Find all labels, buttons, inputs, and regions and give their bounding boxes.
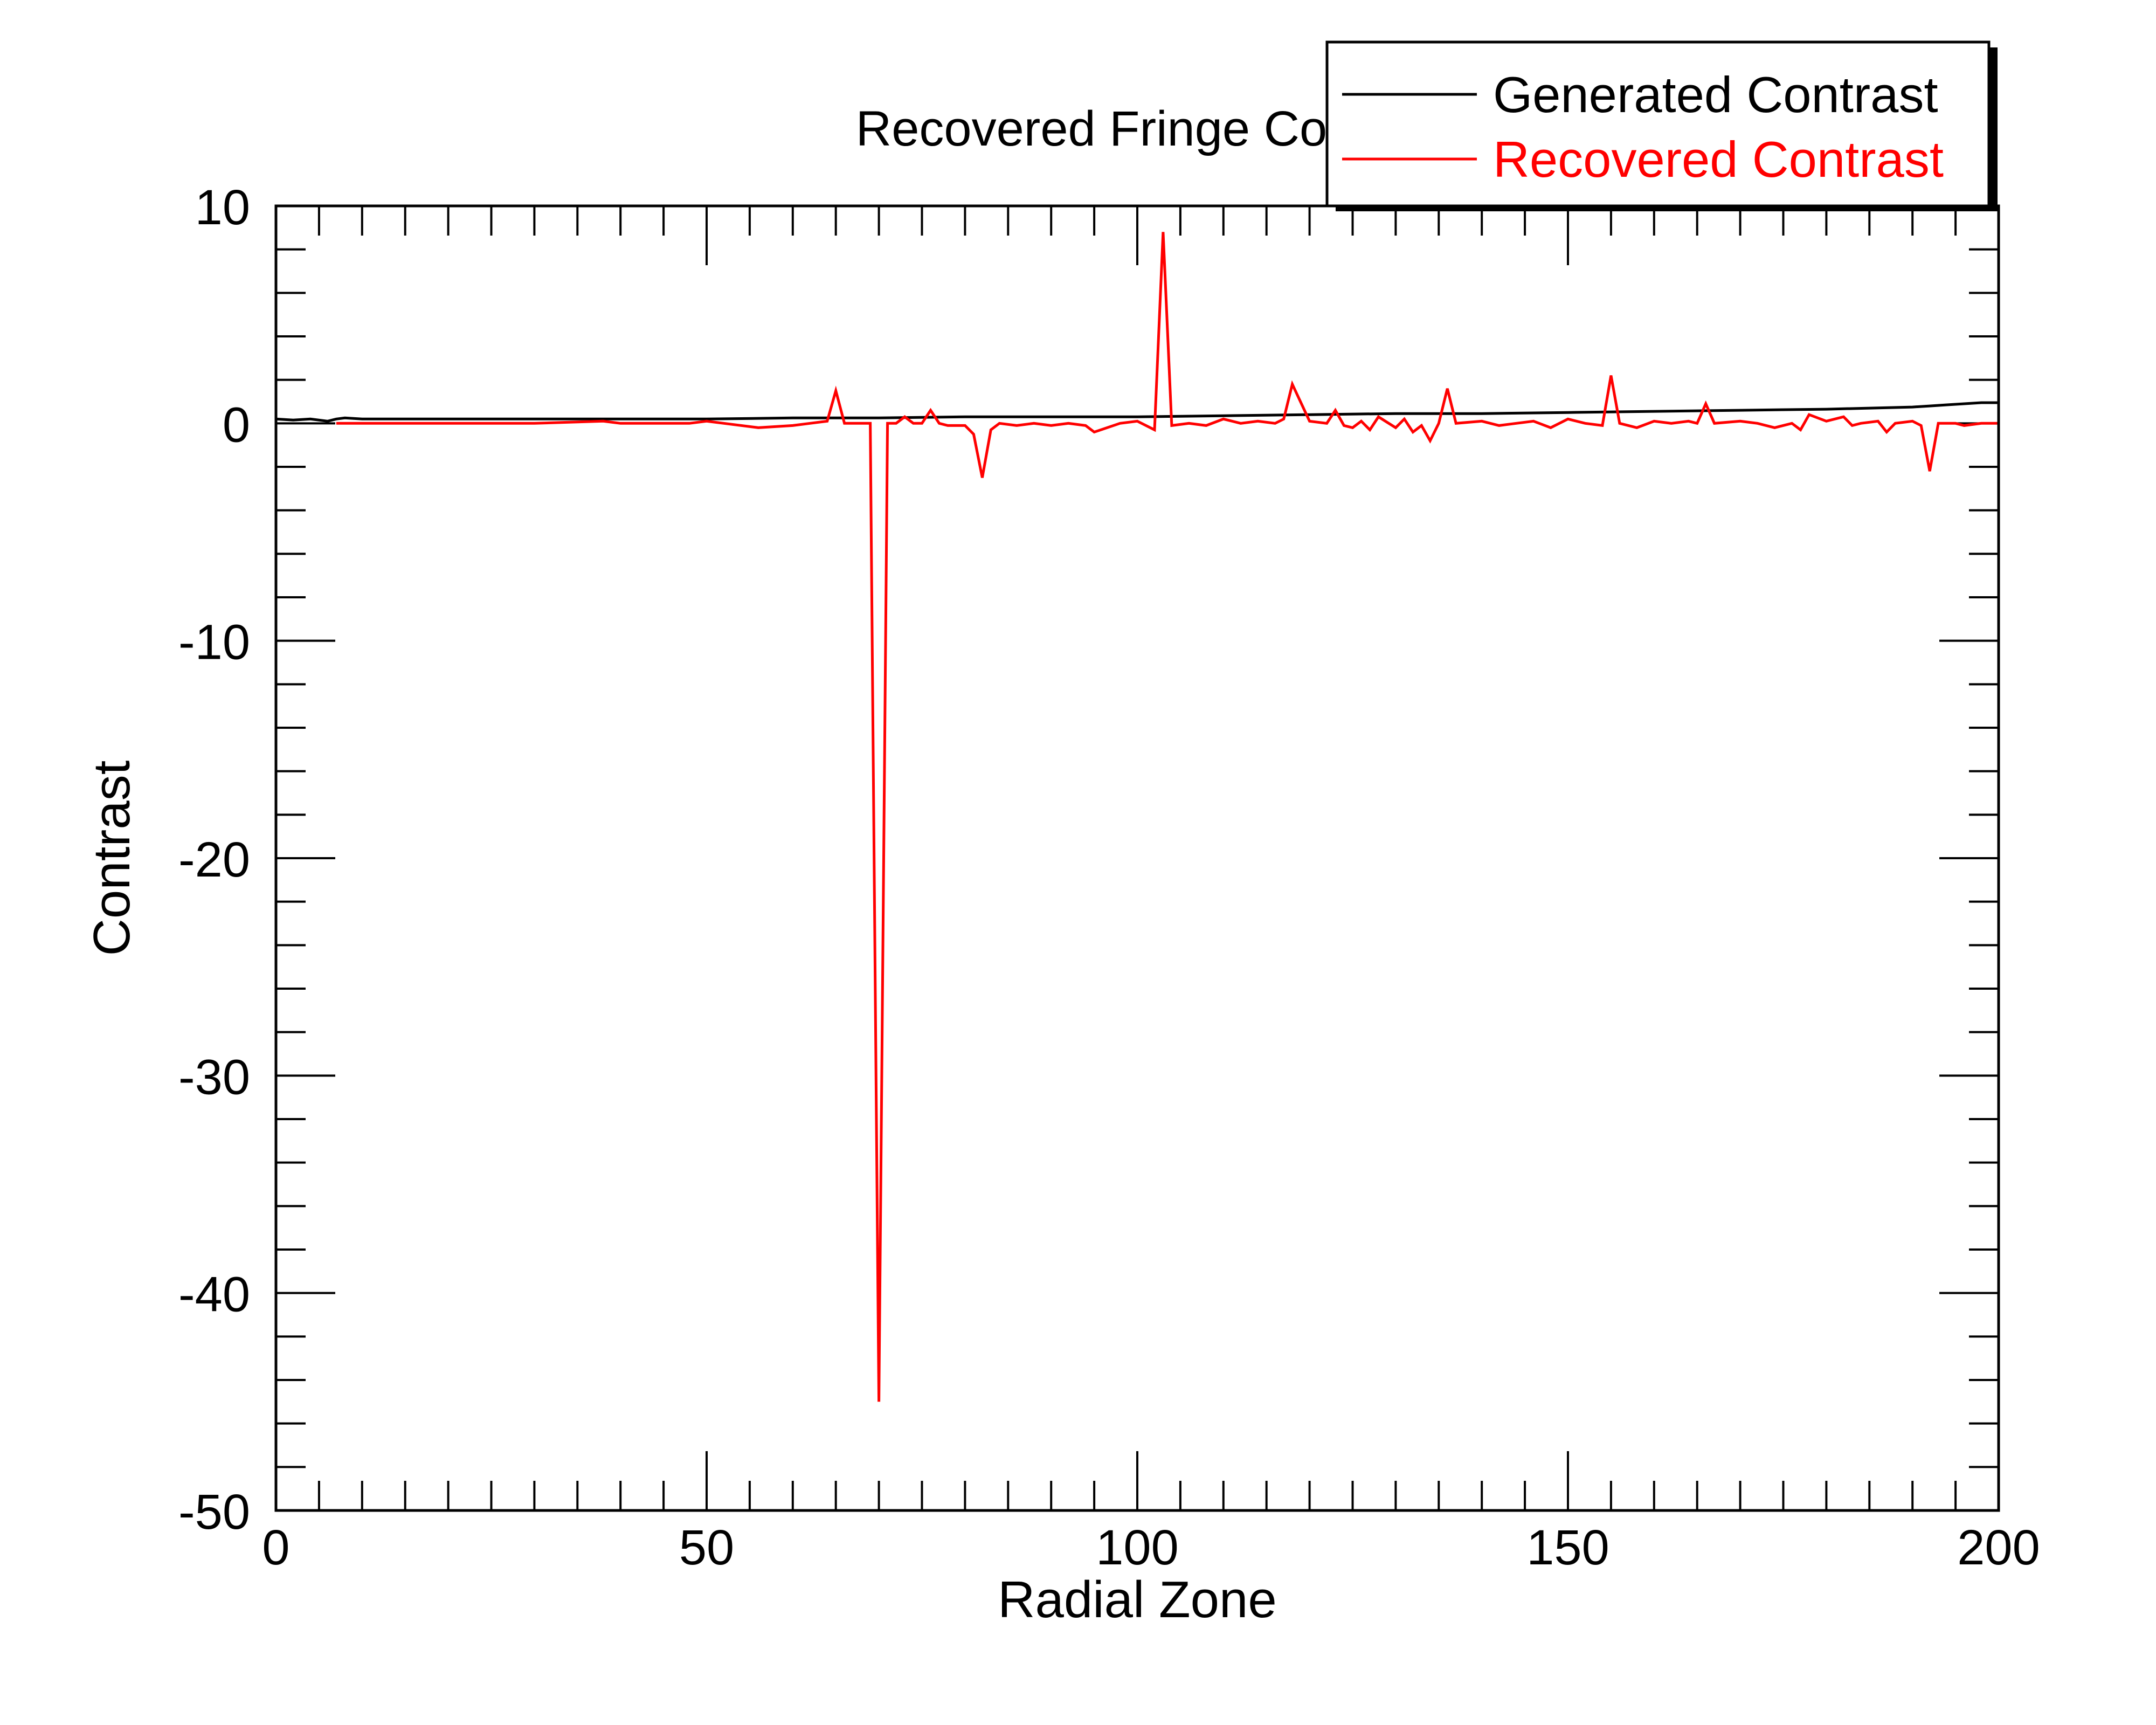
x-axis-label: Radial Zone bbox=[998, 1571, 1277, 1629]
chart-title: Recovered Fringe Co bbox=[856, 101, 1327, 156]
y-tick-label: -40 bbox=[178, 1267, 250, 1322]
series-group bbox=[275, 232, 1999, 1402]
legend-box bbox=[1325, 40, 1991, 208]
y-tick-label: 0 bbox=[223, 397, 250, 452]
y-axis-label: Contrast bbox=[83, 761, 141, 956]
x-tick-label: 200 bbox=[1957, 1520, 2040, 1575]
series-line-recovered-contrast bbox=[336, 232, 1999, 1402]
y-tick-label: -30 bbox=[178, 1050, 250, 1105]
x-tick-label: 150 bbox=[1526, 1520, 1609, 1575]
y-tick-label: 10 bbox=[195, 180, 250, 235]
legend: Generated Contrast Recovered Contrast bbox=[1325, 40, 1998, 211]
y-tick-label: -10 bbox=[178, 615, 250, 670]
y-tick-label: -50 bbox=[178, 1485, 250, 1540]
x-tick-label: 50 bbox=[679, 1520, 734, 1575]
x-tick-label: 0 bbox=[262, 1520, 289, 1575]
plot-frame bbox=[274, 204, 2000, 1512]
legend-label-generated: Generated Contrast bbox=[1493, 66, 1938, 123]
x-tick-label: 100 bbox=[1096, 1520, 1179, 1575]
y-tick-label: -20 bbox=[178, 832, 250, 887]
legend-label-recovered: Recovered Contrast bbox=[1493, 131, 1944, 188]
series-line-generated-contrast bbox=[275, 401, 1999, 423]
